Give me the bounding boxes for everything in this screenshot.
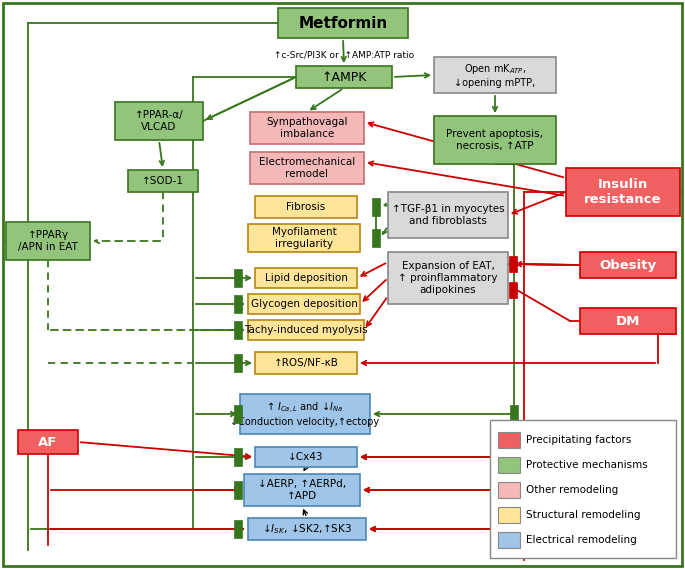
- Text: ↑ROS/NF-κB: ↑ROS/NF-κB: [273, 358, 338, 368]
- FancyBboxPatch shape: [580, 252, 676, 278]
- Text: Obesity: Obesity: [599, 258, 656, 271]
- Text: ↑PPAR-α/
VLCAD: ↑PPAR-α/ VLCAD: [135, 110, 184, 132]
- Text: ↑c-Src/PI3K or  ↑AMP:ATP ratio: ↑c-Src/PI3K or ↑AMP:ATP ratio: [274, 50, 414, 59]
- FancyBboxPatch shape: [255, 447, 357, 467]
- Text: Insulin
resistance: Insulin resistance: [584, 178, 662, 206]
- Text: Structural remodeling: Structural remodeling: [526, 510, 640, 520]
- FancyBboxPatch shape: [510, 520, 518, 538]
- Text: Expansion of EAT,
↑ proinflammatory
adipokines: Expansion of EAT, ↑ proinflammatory adip…: [398, 261, 498, 295]
- FancyBboxPatch shape: [234, 295, 242, 313]
- FancyBboxPatch shape: [278, 8, 408, 38]
- FancyBboxPatch shape: [234, 448, 242, 466]
- FancyBboxPatch shape: [248, 224, 360, 252]
- Text: Lipid deposition: Lipid deposition: [264, 273, 347, 283]
- FancyBboxPatch shape: [255, 268, 357, 288]
- FancyBboxPatch shape: [18, 430, 78, 454]
- FancyBboxPatch shape: [248, 518, 366, 540]
- FancyBboxPatch shape: [248, 320, 364, 340]
- FancyBboxPatch shape: [255, 352, 357, 374]
- FancyBboxPatch shape: [509, 256, 517, 272]
- FancyBboxPatch shape: [115, 102, 203, 140]
- FancyBboxPatch shape: [128, 170, 198, 192]
- Text: Metformin: Metformin: [299, 15, 388, 31]
- FancyBboxPatch shape: [234, 520, 242, 538]
- Text: Electromechanical
remodel: Electromechanical remodel: [259, 157, 355, 179]
- FancyBboxPatch shape: [510, 448, 518, 466]
- FancyBboxPatch shape: [372, 229, 380, 247]
- Text: ↓AERP, ↑AERPd,
↑APD: ↓AERP, ↑AERPd, ↑APD: [258, 479, 346, 501]
- Text: Open mK$_{ATP}$,
↓opening mPTP,: Open mK$_{ATP}$, ↓opening mPTP,: [454, 62, 536, 88]
- FancyBboxPatch shape: [434, 116, 556, 164]
- FancyBboxPatch shape: [498, 507, 520, 523]
- FancyBboxPatch shape: [498, 457, 520, 473]
- FancyBboxPatch shape: [510, 481, 518, 499]
- FancyBboxPatch shape: [510, 405, 518, 423]
- FancyBboxPatch shape: [234, 269, 242, 287]
- Text: ↓Cx43: ↓Cx43: [288, 452, 324, 462]
- Text: ↑ $I_{Ca,L}$ and ↓$I_{Na}$
↓Conduction velocity,↑ectopy: ↑ $I_{Ca,L}$ and ↓$I_{Na}$ ↓Conduction v…: [230, 401, 379, 427]
- FancyBboxPatch shape: [498, 482, 520, 498]
- Text: Glycogen deposition: Glycogen deposition: [251, 299, 358, 309]
- Text: AF: AF: [38, 435, 58, 448]
- Text: ↑AMPK: ↑AMPK: [321, 71, 366, 84]
- Text: ↓$I_{SK}$, ↓SK2,↑SK3: ↓$I_{SK}$, ↓SK2,↑SK3: [262, 522, 352, 536]
- FancyBboxPatch shape: [250, 152, 364, 184]
- FancyBboxPatch shape: [240, 394, 370, 434]
- FancyBboxPatch shape: [244, 474, 360, 506]
- Text: ↑TGF-β1 in myocytes
and fibroblasts: ↑TGF-β1 in myocytes and fibroblasts: [392, 204, 504, 226]
- Text: Other remodeling: Other remodeling: [526, 485, 619, 495]
- FancyBboxPatch shape: [490, 420, 676, 558]
- FancyBboxPatch shape: [498, 532, 520, 548]
- FancyBboxPatch shape: [566, 168, 680, 216]
- FancyBboxPatch shape: [388, 192, 508, 238]
- Text: Fibrosis: Fibrosis: [286, 202, 325, 212]
- FancyBboxPatch shape: [255, 196, 357, 218]
- FancyBboxPatch shape: [234, 354, 242, 372]
- FancyBboxPatch shape: [509, 282, 517, 298]
- Text: Protective mechanisms: Protective mechanisms: [526, 460, 648, 470]
- Text: Prevent apoptosis,
necrosis, ↑ATP: Prevent apoptosis, necrosis, ↑ATP: [447, 129, 543, 151]
- FancyBboxPatch shape: [250, 112, 364, 144]
- Text: Electrical remodeling: Electrical remodeling: [526, 535, 637, 545]
- FancyBboxPatch shape: [388, 252, 508, 304]
- FancyBboxPatch shape: [296, 66, 392, 88]
- Text: Tachy-induced myolysis: Tachy-induced myolysis: [244, 325, 368, 335]
- FancyBboxPatch shape: [498, 432, 520, 448]
- Text: DM: DM: [616, 315, 640, 328]
- Text: Myofilament
irregularity: Myofilament irregularity: [272, 227, 336, 249]
- FancyBboxPatch shape: [234, 481, 242, 499]
- Text: ↑PPARγ
/APN in EAT: ↑PPARγ /APN in EAT: [18, 230, 78, 252]
- FancyBboxPatch shape: [234, 321, 242, 339]
- FancyBboxPatch shape: [372, 198, 380, 216]
- FancyBboxPatch shape: [434, 57, 556, 93]
- FancyBboxPatch shape: [234, 405, 242, 423]
- FancyBboxPatch shape: [248, 294, 360, 314]
- Text: Sympathovagal
imbalance: Sympathovagal imbalance: [266, 117, 348, 139]
- Text: ↑SOD-1: ↑SOD-1: [142, 176, 184, 186]
- FancyBboxPatch shape: [580, 308, 676, 334]
- Text: Precipitating factors: Precipitating factors: [526, 435, 632, 445]
- FancyBboxPatch shape: [6, 222, 90, 260]
